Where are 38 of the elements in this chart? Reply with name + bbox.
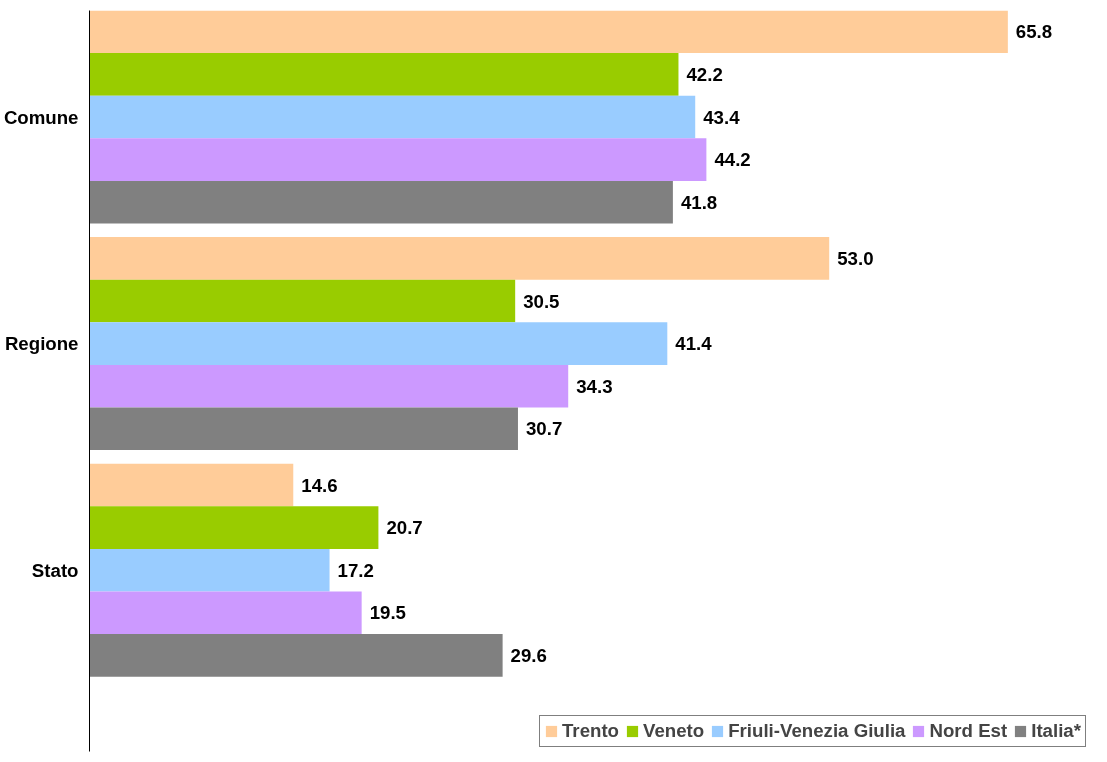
- y-tick-label: Regione: [4, 333, 79, 355]
- data-label: 65.8: [1015, 21, 1053, 43]
- bar: [89, 364, 569, 408]
- bar: [89, 95, 696, 139]
- data-label: 43.4: [703, 106, 741, 128]
- bar: [89, 407, 518, 451]
- data-label: 20.7: [386, 517, 423, 539]
- bar: [89, 10, 1008, 54]
- data-label: 30.7: [525, 418, 563, 440]
- data-label: 29.6: [510, 644, 547, 666]
- bar: [89, 548, 330, 592]
- legend-label: Nord Est: [929, 720, 1008, 742]
- legend-label: Trento: [562, 720, 620, 742]
- bar: [89, 463, 294, 507]
- bar: [89, 634, 503, 677]
- data-label: 17.2: [337, 559, 374, 581]
- data-label: 30.5: [523, 290, 560, 312]
- bar: [89, 322, 668, 365]
- legend-label: Italia*: [1031, 720, 1081, 742]
- y-tick-label: Stato: [31, 559, 79, 581]
- data-label: 41.4: [675, 333, 713, 355]
- bar: [89, 279, 516, 323]
- y-tick-label: Comune: [3, 106, 79, 128]
- legend-label: Friuli-Venezia Giulia: [728, 720, 906, 742]
- data-label: 53.0: [837, 247, 874, 269]
- data-label: 34.3: [576, 375, 613, 397]
- bar: [89, 138, 707, 181]
- data-label: 14.6: [301, 474, 338, 496]
- data-label: 44.2: [714, 149, 751, 171]
- bar: [89, 591, 362, 635]
- legend-label: Veneto: [643, 720, 705, 742]
- bar: [89, 180, 673, 224]
- data-label: 42.2: [686, 63, 723, 85]
- data-label: 19.5: [369, 602, 406, 624]
- data-label: 41.8: [680, 191, 718, 213]
- bar: [89, 506, 379, 549]
- bar: [89, 237, 830, 280]
- bar: [89, 53, 679, 96]
